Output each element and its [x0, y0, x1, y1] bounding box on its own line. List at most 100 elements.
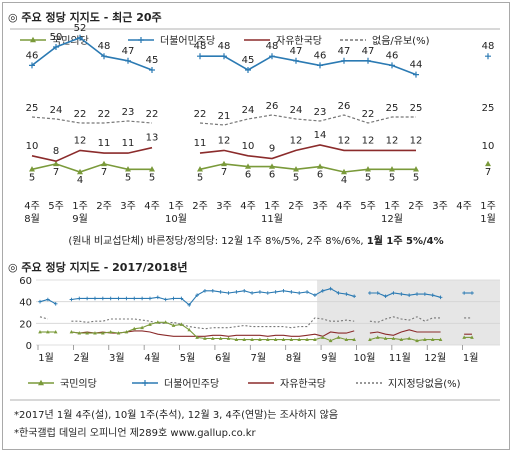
chart1-point [149, 67, 155, 73]
chart1-data-label: 5 [365, 172, 371, 183]
chart2-x-tick: 9월 [321, 352, 337, 364]
chart1-legend-label: 자유한국당 [276, 35, 322, 47]
chart2-x-tick: 3월 [109, 352, 125, 364]
chart2-point [187, 327, 192, 332]
chart2-point [423, 337, 427, 341]
chart1-x-tick-week: 4주 [24, 201, 40, 212]
chart2-point [203, 289, 207, 293]
chart2-legend-item: 더불어민주당 [132, 378, 219, 390]
chart2-point [399, 292, 404, 296]
chart1-legend-label: 더불어민주당 [160, 35, 215, 47]
chart1-point [293, 57, 299, 64]
chart1-data-label: 11 [122, 138, 135, 149]
chart2-point [226, 336, 231, 340]
chart2-point [203, 336, 207, 340]
chart1-data-label: 12 [218, 135, 231, 146]
chart2-x-tick: 4월 [144, 352, 160, 364]
chart1-data-label: 52 [74, 23, 87, 34]
chart2-point [195, 293, 199, 297]
chart1-point [245, 67, 251, 73]
chart1-title: ◎ 주요 정당 지지도 - 최근 20주 [8, 10, 162, 24]
chart1-x-tick-week: 2주 [408, 201, 424, 212]
chart2-point [383, 294, 388, 299]
chart2-point [124, 296, 129, 301]
chart2-title: ◎ 주요 정당 지지도 - 2017/2018년 [8, 260, 188, 274]
chart1-data-label: 5 [389, 172, 395, 183]
chart1-point [125, 166, 131, 172]
chart2-legend-marker [38, 379, 44, 386]
chart2-point [179, 296, 184, 301]
chart2-point [148, 296, 152, 301]
chart2-legend-item: 자유한국당 [248, 378, 326, 390]
chart1-data-label: 11 [194, 138, 207, 149]
chart1-x-tick-week: 4주 [336, 201, 352, 212]
chart2-point [273, 337, 278, 341]
chart1-point [221, 160, 227, 167]
chart1-x-tick-month: 8월 [24, 213, 40, 225]
chart1-series-line [199, 144, 416, 160]
chart1-data-label: 47 [290, 46, 303, 57]
chart1-point [317, 163, 323, 169]
chart2-point [438, 337, 443, 341]
chart2-x-tick: 10월 [353, 352, 375, 364]
chart1-data-label: 7 [53, 167, 59, 178]
chart2-point [297, 291, 301, 295]
chart1-data-label: 10 [242, 141, 255, 152]
chart1-point [413, 166, 419, 172]
chart2-point [116, 296, 121, 301]
chart2-point [423, 292, 427, 296]
chart1-x-tick-month: 1월 [480, 213, 496, 225]
chart2-y-tick: 40 [19, 298, 32, 309]
chart1-data-label: 22 [74, 109, 87, 120]
chart1-data-label: 48 [218, 41, 231, 52]
chart2-point [265, 291, 270, 295]
chart2-point [108, 296, 113, 301]
chart2-point [179, 322, 184, 326]
chart2-point [242, 289, 247, 293]
chart2-x-tick: 12월 [424, 352, 446, 364]
chart2-point [250, 291, 254, 295]
chart1-data-label: 10 [26, 141, 39, 152]
chart1-point [29, 62, 35, 69]
chart1-data-label: 14 [314, 130, 327, 141]
chart1-series-3: 25 24 22 22 23 22 22 21 24 26 24 23 26 22 25 25 25 [26, 101, 495, 126]
chart1-data-label: 8 [53, 146, 59, 157]
chart1-point [221, 53, 227, 60]
chart1-x-tick-week: 2주 [192, 201, 208, 212]
chart1-series-2: 10 8 12 11 11 13 11 12 10 9 12 14 12 12 12 12 10 [26, 130, 494, 163]
chart2-point [344, 337, 349, 341]
chart1-x-tick-week: 5주 [48, 201, 64, 212]
chart2-point [69, 330, 74, 334]
chart1-data-label: 23 [314, 107, 327, 118]
chart1-point [53, 160, 59, 167]
chart2-point [313, 337, 317, 341]
chart1-data-label: 46 [26, 50, 39, 61]
chart1-point [197, 53, 203, 60]
chart2-point [38, 299, 42, 304]
chart2-point [132, 326, 137, 331]
chart2-point [77, 296, 82, 301]
chart2-point [462, 291, 466, 295]
chart2-point [171, 323, 176, 327]
chart1-legend-item: 더불어민주당 [128, 35, 215, 47]
chart1-data-label: 22 [194, 109, 207, 120]
chart1-point [125, 57, 131, 64]
chart2-point [281, 289, 286, 293]
chart1-data-label: 25 [482, 103, 495, 114]
chart1-data-label: 7 [101, 167, 107, 178]
chart2-point [391, 291, 396, 295]
chart1-legend-label: 없음/유보(%) [372, 34, 430, 47]
chart1-data-label: 47 [122, 46, 135, 57]
chart2-point [156, 320, 160, 324]
chart2-point [273, 290, 278, 294]
chart2-point [336, 291, 341, 295]
chart1-data-label: 24 [290, 105, 303, 116]
chart1-data-label: 47 [362, 46, 375, 57]
chart1-data-label: 12 [362, 135, 375, 146]
chart2-point [108, 330, 113, 334]
chart1-legend-marker [138, 37, 144, 43]
chart1-data-label: 12 [290, 135, 303, 146]
chart2-point [211, 289, 215, 293]
chart2-point [470, 335, 474, 339]
chart2-point [289, 290, 294, 294]
